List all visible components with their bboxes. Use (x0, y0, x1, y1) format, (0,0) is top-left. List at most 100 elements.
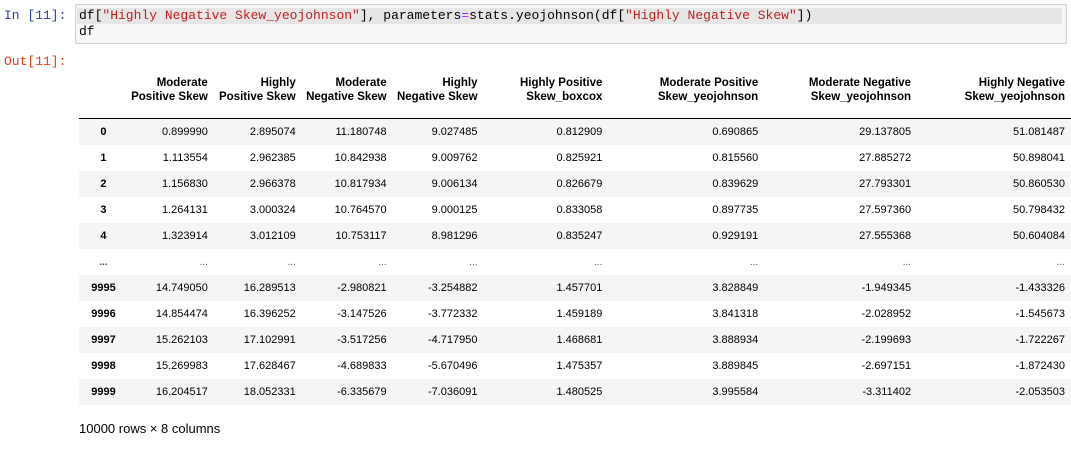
table-cell: 14.749050 (155, 282, 208, 294)
table-cell: 0.897735 (712, 204, 759, 216)
table-cell: 0.815560 (712, 152, 759, 164)
table-cell: 10.753117 (335, 230, 387, 242)
table-cell: 27.555368 (859, 230, 912, 242)
table-cell: 27.885272 (859, 152, 912, 164)
row-index: 9999 (91, 386, 116, 398)
table-cell: ... (287, 256, 296, 268)
table-cell: 10.817934 (334, 178, 387, 190)
table-cell: 15.262103 (155, 334, 208, 346)
table-cell: 16.204517 (155, 386, 208, 398)
table-cell: -1.722267 (1015, 334, 1065, 346)
table-cell: -7.036091 (427, 386, 478, 398)
table-cell: 2.962385 (249, 152, 296, 164)
output-prompt: Out[11]: (4, 54, 67, 69)
table-cell: 1.468681 (556, 334, 603, 346)
column-header: Moderate Positive Skew (127, 62, 214, 119)
table-cell: -4.717950 (427, 334, 478, 346)
column-header: Moderate Negative Skew (301, 62, 393, 119)
table-cell: ... (1056, 256, 1065, 268)
row-index: 2 (100, 178, 107, 190)
table-row: 3 1.264131 3.000324 10.764570 9.000125 0.8330… (79, 197, 1071, 223)
table-cell: 1.475357 (556, 360, 603, 372)
table-cell: 27.597360 (859, 204, 912, 216)
table-cell: -3.772332 (427, 308, 478, 320)
table-cell: ... (902, 256, 912, 268)
table-cell: 51.081487 (1013, 126, 1065, 138)
table-cell: 3.000324 (249, 204, 296, 216)
table-cell: 2.966378 (249, 178, 296, 190)
code-line-2: df (79, 24, 95, 39)
table-cell: -2.028952 (861, 308, 912, 320)
table-row: 9999 16.204517 18.052331 -6.335679 -7.036091… (79, 379, 1071, 405)
code-token: = (461, 8, 470, 23)
input-prompt: In [11]: (4, 8, 67, 23)
table-cell: 1.459189 (556, 308, 603, 320)
table-row: 9998 15.269983 17.628467 -4.689833 -5.670496… (79, 353, 1071, 379)
row-index: ... (99, 256, 108, 268)
column-header: Highly Negative Skew_yeojohnson (917, 62, 1071, 119)
table-row: ........................... (79, 249, 1071, 275)
table-cell: 11.180748 (335, 126, 387, 138)
table-row: 1 1.113554 2.962385 10.842938 9.009762 0.8259… (79, 145, 1071, 171)
table-row: 9995 14.749050 16.289513 -2.980821 -3.254882… (79, 275, 1071, 301)
code-cell-editor[interactable]: df["Highly Negative Skew_yeojohnson"], p… (75, 4, 1067, 44)
table-cell: 9.006134 (431, 178, 478, 190)
table-cell: 9.009762 (431, 152, 478, 164)
table-cell: 1.457701 (556, 282, 603, 294)
table-cell: 0.812909 (556, 126, 603, 138)
table-cell: 2.895074 (249, 126, 296, 138)
table-cell: 0.839629 (712, 178, 759, 190)
table-cell: ... (594, 256, 603, 268)
table-cell: 3.841318 (712, 308, 759, 320)
table-row: 0 0.899990 2.895074 11.180748 9.027485 0.8129… (79, 118, 1071, 145)
table-cell: -6.335679 (337, 386, 387, 398)
table-row: 4 1.323914 3.012109 10.753117 8.981296 0.8352… (79, 223, 1071, 249)
table-cell: 50.860530 (1013, 178, 1065, 190)
table-row: 9997 15.262103 17.102991 -3.517256 -4.717950… (79, 327, 1071, 353)
table-cell: 1.323914 (161, 230, 208, 242)
table-cell: 0.690865 (712, 126, 759, 138)
table-cell: 9.027485 (431, 126, 478, 138)
current-line-highlight (77, 8, 1062, 24)
table-cell: 16.289513 (243, 282, 296, 294)
column-header: Highly Positive Skew_boxcox (483, 62, 609, 119)
code-token: stats.yeojohnson(df[ (469, 8, 626, 23)
row-index: 4 (100, 230, 107, 242)
code-line-1: df["Highly Negative Skew_yeojohnson"], p… (79, 8, 812, 24)
index-header (79, 62, 128, 119)
table-cell: 17.102991 (243, 334, 296, 346)
row-index: 0 (100, 126, 107, 138)
table-cell: -3.517256 (337, 334, 387, 346)
table-cell: 10.842938 (334, 152, 387, 164)
table-cell: -2.697151 (861, 360, 912, 372)
row-index: 3 (100, 204, 107, 216)
code-token: "Highly Negative Skew_yeojohnson" (102, 8, 360, 23)
table-cell: 9.000125 (431, 204, 478, 216)
table-cell: 15.269983 (155, 360, 208, 372)
dataframe-table: Moderate Positive Skew Highly Positive Sk… (79, 62, 1071, 405)
table-row: 2 1.156830 2.966378 10.817934 9.006134 0.8266… (79, 171, 1071, 197)
table-cell: -1.545673 (1015, 308, 1065, 320)
table-cell: 0.825921 (556, 152, 603, 164)
table-cell: 0.833058 (556, 204, 603, 216)
table-cell: 50.898041 (1013, 152, 1065, 164)
column-header: Highly Negative Skew (392, 62, 484, 119)
table-cell: -2.199693 (861, 334, 912, 346)
table-cell: 1.113554 (162, 152, 208, 164)
table-cell: 0.826679 (556, 178, 603, 190)
table-cell: 3.012109 (249, 230, 296, 242)
table-cell: -1.949345 (861, 282, 912, 294)
dataframe-shape-note: 10000 rows × 8 columns (79, 421, 221, 436)
table-cell: -2.980821 (337, 282, 387, 294)
row-index: 1 (100, 152, 107, 164)
table-cell: 18.052331 (243, 386, 296, 398)
table-cell: 0.899990 (161, 126, 208, 138)
table-cell: 27.793301 (859, 178, 912, 190)
table-cell: -3.311402 (862, 386, 912, 398)
row-index: 9996 (91, 308, 116, 320)
table-row: 9996 14.854474 16.396252 -3.147526 -3.772332… (79, 301, 1071, 327)
table-cell: ... (469, 256, 478, 268)
column-header: Moderate Positive Skew_yeojohnson (608, 62, 765, 119)
row-index: 9997 (91, 334, 116, 346)
code-token: "Highly Negative Skew" (625, 8, 797, 23)
